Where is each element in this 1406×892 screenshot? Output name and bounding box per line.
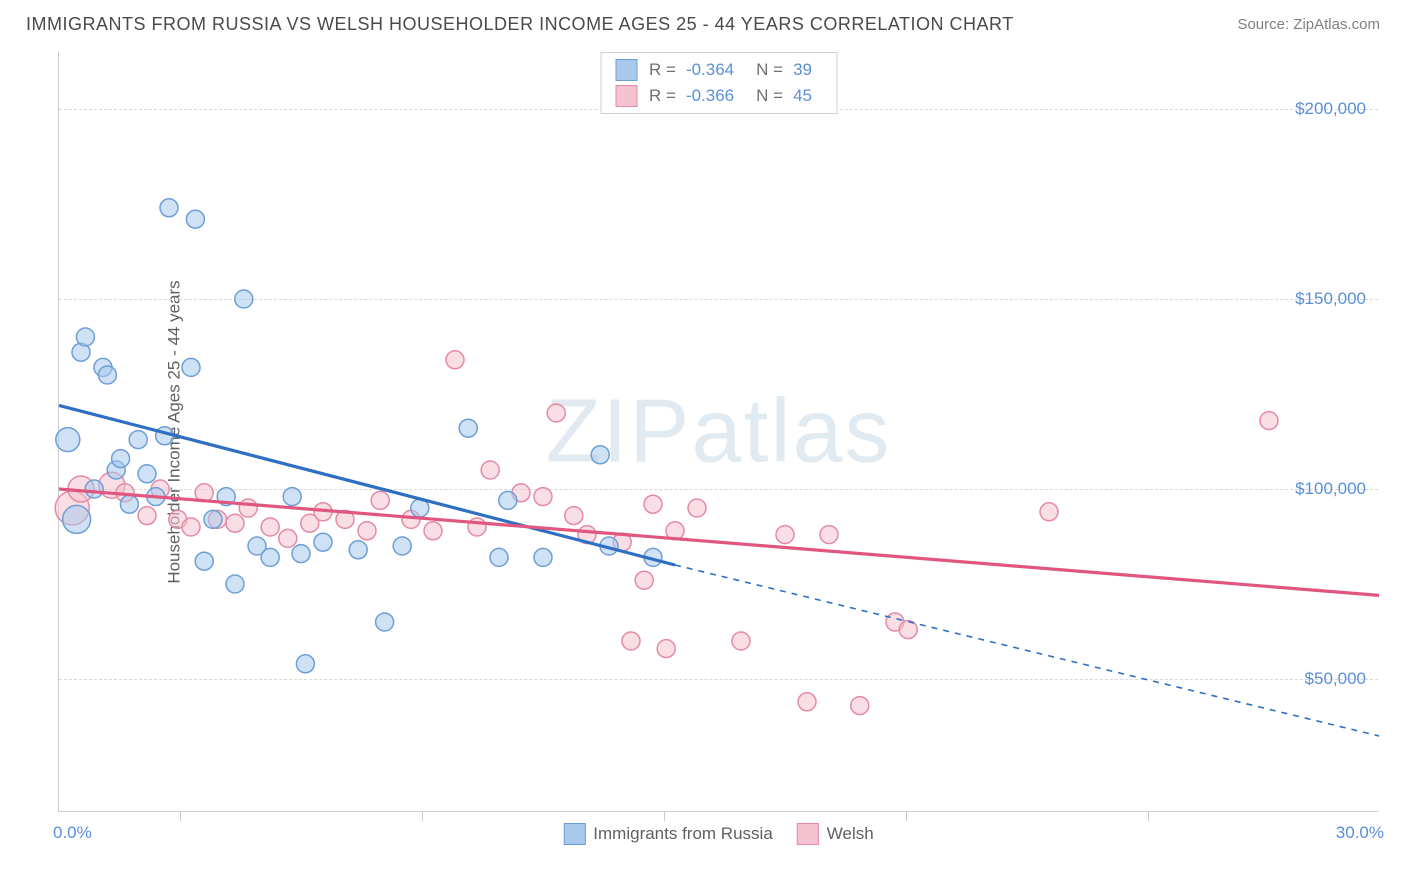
data-point[interactable]	[182, 518, 200, 536]
legend-swatch-0	[563, 823, 585, 845]
data-point[interactable]	[622, 632, 640, 650]
data-point[interactable]	[160, 199, 178, 217]
x-tick	[906, 811, 907, 821]
legend-swatch-1	[797, 823, 819, 845]
data-point[interactable]	[349, 541, 367, 559]
x-tick	[422, 811, 423, 821]
data-point[interactable]	[98, 366, 116, 384]
chart-plot-area: Householder Income Ages 25 - 44 years ZI…	[58, 52, 1378, 812]
data-point[interactable]	[186, 210, 204, 228]
legend-item-1[interactable]: Welsh	[797, 823, 874, 845]
data-point[interactable]	[314, 533, 332, 551]
data-point[interactable]	[85, 480, 103, 498]
x-tick	[664, 811, 665, 821]
data-point[interactable]	[459, 419, 477, 437]
x-tick	[180, 811, 181, 821]
n-value-0: 39	[793, 60, 812, 80]
data-point[interactable]	[129, 431, 147, 449]
data-point[interactable]	[591, 446, 609, 464]
scatter-svg	[59, 52, 1378, 811]
r-value-0: -0.364	[686, 60, 734, 80]
data-point[interactable]	[657, 640, 675, 658]
data-point[interactable]	[899, 621, 917, 639]
chart-title: IMMIGRANTS FROM RUSSIA VS WELSH HOUSEHOL…	[26, 14, 1014, 35]
x-tick	[1148, 811, 1149, 821]
data-point[interactable]	[239, 499, 257, 517]
data-point[interactable]	[732, 632, 750, 650]
data-point[interactable]	[393, 537, 411, 555]
data-point[interactable]	[534, 548, 552, 566]
stats-row-series-0: R = -0.364 N = 39	[615, 59, 822, 81]
data-point[interactable]	[446, 351, 464, 369]
data-point[interactable]	[490, 548, 508, 566]
data-point[interactable]	[424, 522, 442, 540]
data-point[interactable]	[481, 461, 499, 479]
n-value-1: 45	[793, 86, 812, 106]
data-point[interactable]	[138, 507, 156, 525]
data-point[interactable]	[112, 450, 130, 468]
legend-label-0: Immigrants from Russia	[593, 824, 772, 844]
series-legend: Immigrants from Russia Welsh	[563, 823, 873, 845]
chart-header: IMMIGRANTS FROM RUSSIA VS WELSH HOUSEHOL…	[0, 0, 1406, 45]
data-point[interactable]	[635, 571, 653, 589]
data-point[interactable]	[283, 488, 301, 506]
stats-row-series-1: R = -0.366 N = 45	[615, 85, 822, 107]
chart-source: Source: ZipAtlas.com	[1237, 16, 1380, 33]
data-point[interactable]	[547, 404, 565, 422]
trend-line-extrapolated	[675, 565, 1379, 736]
data-point[interactable]	[798, 693, 816, 711]
data-point[interactable]	[63, 505, 91, 533]
data-point[interactable]	[120, 495, 138, 513]
data-point[interactable]	[565, 507, 583, 525]
r-value-1: -0.366	[686, 86, 734, 106]
data-point[interactable]	[279, 529, 297, 547]
data-point[interactable]	[534, 488, 552, 506]
legend-label-1: Welsh	[827, 824, 874, 844]
data-point[interactable]	[371, 491, 389, 509]
data-point[interactable]	[820, 526, 838, 544]
data-point[interactable]	[776, 526, 794, 544]
data-point[interactable]	[499, 491, 517, 509]
r-label: R =	[649, 86, 676, 106]
stats-legend-box: R = -0.364 N = 39 R = -0.366 N = 45	[600, 52, 837, 114]
data-point[interactable]	[376, 613, 394, 631]
n-label: N =	[756, 86, 783, 106]
data-point[interactable]	[76, 328, 94, 346]
r-label: R =	[649, 60, 676, 80]
data-point[interactable]	[1260, 412, 1278, 430]
data-point[interactable]	[204, 510, 222, 528]
data-point[interactable]	[56, 428, 80, 452]
data-point[interactable]	[261, 518, 279, 536]
data-point[interactable]	[851, 697, 869, 715]
data-point[interactable]	[1040, 503, 1058, 521]
data-point[interactable]	[182, 358, 200, 376]
legend-item-0[interactable]: Immigrants from Russia	[563, 823, 772, 845]
data-point[interactable]	[296, 655, 314, 673]
swatch-series-1	[615, 85, 637, 107]
data-point[interactable]	[688, 499, 706, 517]
data-point[interactable]	[292, 545, 310, 563]
data-point[interactable]	[226, 514, 244, 532]
data-point[interactable]	[195, 552, 213, 570]
data-point[interactable]	[138, 465, 156, 483]
data-point[interactable]	[261, 548, 279, 566]
swatch-series-0	[615, 59, 637, 81]
x-min-label: 0.0%	[53, 823, 92, 843]
data-point[interactable]	[226, 575, 244, 593]
x-max-label: 30.0%	[1336, 823, 1384, 843]
n-label: N =	[756, 60, 783, 80]
data-point[interactable]	[235, 290, 253, 308]
data-point[interactable]	[358, 522, 376, 540]
data-point[interactable]	[644, 495, 662, 513]
